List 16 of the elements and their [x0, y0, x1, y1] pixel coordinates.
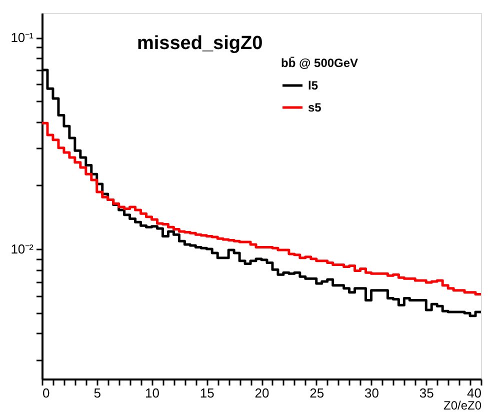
x-tick-label: 20 — [254, 386, 270, 400]
x-tick-label: 15 — [200, 386, 214, 400]
y-tick-label: 10⁻² — [10, 242, 34, 257]
x-tick-label: 5 — [94, 386, 101, 400]
legend-label: s5 — [308, 100, 322, 114]
x-tick-label: 10 — [145, 386, 160, 400]
x-tick-label: 35 — [419, 386, 434, 400]
y-tick-label: 10⁻¹ — [10, 30, 34, 46]
x-tick-label: 25 — [310, 386, 324, 400]
x-tick-label: 40 — [467, 386, 482, 400]
text: missed_sigZ0 — [137, 33, 263, 54]
legend-title: bb̄ @ 500GeV — [281, 56, 358, 70]
x-axis-title: Z0/eZ0 — [443, 398, 482, 412]
legend-label: l5 — [308, 78, 318, 92]
x-tick-label: 30 — [364, 386, 379, 400]
x-tick-label: 0 — [42, 386, 50, 400]
